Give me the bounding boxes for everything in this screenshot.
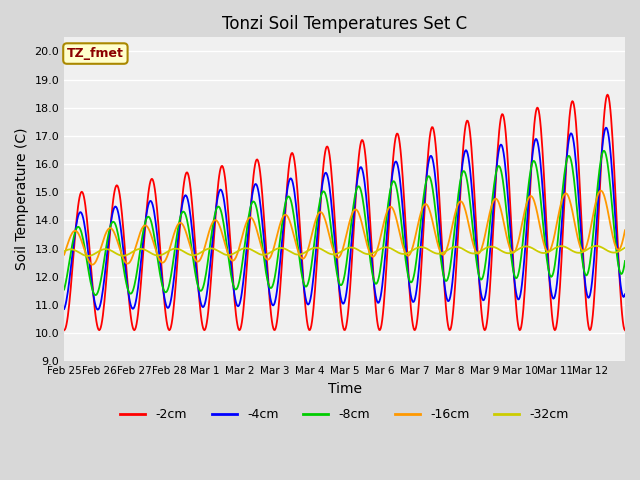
Legend: -2cm, -4cm, -8cm, -16cm, -32cm: -2cm, -4cm, -8cm, -16cm, -32cm xyxy=(115,403,574,426)
X-axis label: Time: Time xyxy=(328,382,362,396)
Title: Tonzi Soil Temperatures Set C: Tonzi Soil Temperatures Set C xyxy=(222,15,467,33)
Text: TZ_fmet: TZ_fmet xyxy=(67,47,124,60)
Y-axis label: Soil Temperature (C): Soil Temperature (C) xyxy=(15,128,29,271)
